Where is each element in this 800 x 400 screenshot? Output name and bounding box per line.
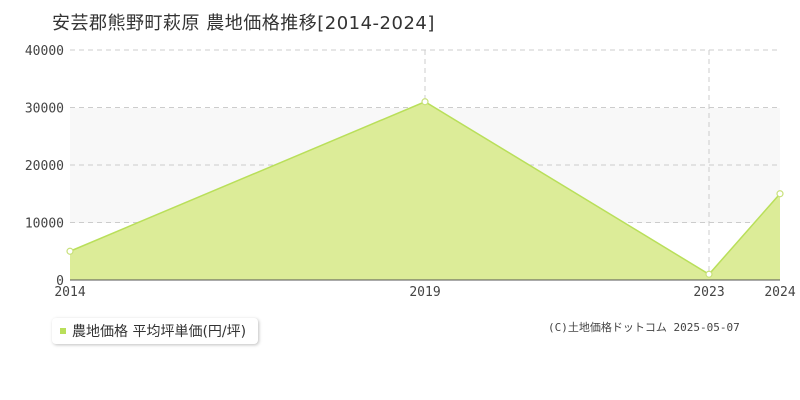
copyright-text: (C)土地価格ドットコム 2025-05-07	[548, 321, 740, 334]
y-tick-label: 10000	[25, 217, 64, 232]
data-point	[705, 270, 713, 278]
data-point	[776, 190, 784, 198]
area-layer	[69, 100, 781, 280]
x-tick-label: 2023	[693, 285, 724, 300]
data-point	[421, 98, 429, 106]
y-tick-label: 0	[56, 274, 64, 289]
marker-layer	[66, 98, 784, 278]
chart-title: 安芸郡熊野町萩原 農地価格推移[2014-2024]	[52, 13, 435, 34]
y-tick-label: 20000	[25, 159, 64, 174]
x-tick-label: 2024	[764, 285, 795, 300]
series-area	[70, 101, 780, 280]
legend-label: 農地価格 平均坪単価(円/坪)	[72, 324, 247, 340]
data-point	[66, 247, 74, 255]
y-tick-label: 30000	[25, 102, 64, 117]
legend-swatch	[60, 328, 66, 334]
legend: 農地価格 平均坪単価(円/坪)	[52, 318, 259, 344]
y-tick-labels: 0 10000 20000 30000 40000	[25, 44, 64, 289]
x-tick-label: 2019	[409, 285, 440, 300]
x-tick-label: 2014	[54, 285, 85, 300]
x-tick-labels: 2014 2019 2023 2024	[54, 285, 795, 300]
series-line	[69, 100, 781, 276]
y-tick-label: 40000	[25, 44, 64, 59]
